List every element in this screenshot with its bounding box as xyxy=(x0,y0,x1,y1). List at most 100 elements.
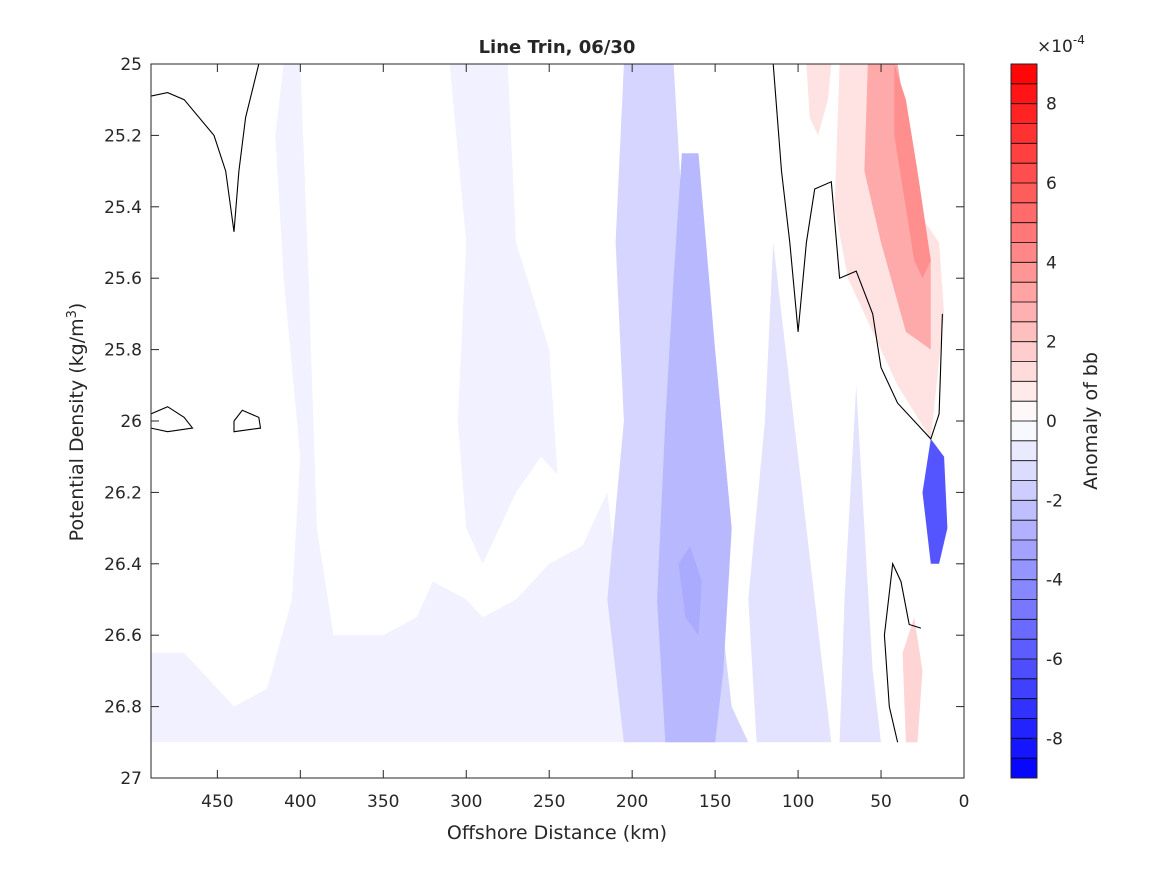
zero-contour-deep-east xyxy=(883,561,922,743)
y-tick-label: 25 xyxy=(120,55,142,75)
zero-contour-loop-a xyxy=(151,406,194,433)
colorbar-cell xyxy=(1011,480,1037,501)
colorbar-cell xyxy=(1011,282,1037,303)
region-positive-coastal-core xyxy=(894,64,931,279)
colorbar-tick-label: 0 xyxy=(1046,412,1057,432)
x-axis: 450 400 350 300 250 200 150 100 50 0 xyxy=(201,64,969,812)
colorbar-tick-label: -6 xyxy=(1046,650,1063,670)
x-tick-label: 200 xyxy=(616,792,648,812)
zero-contour-loop-b xyxy=(233,409,262,433)
chart-title: Line Trin, 06/30 xyxy=(479,37,636,58)
x-tick-label: 400 xyxy=(284,792,316,812)
zero-contour-east xyxy=(772,64,943,440)
colorbar-cell xyxy=(1011,619,1037,640)
colorbar-cell xyxy=(1011,302,1037,323)
y-tick-label: 25.8 xyxy=(104,341,142,361)
colorbar-tick-label: -4 xyxy=(1046,571,1063,591)
region-positive-pocket-deep xyxy=(902,617,923,743)
colorbar-label: Anomaly of bb xyxy=(1080,352,1102,490)
colorbar-cell xyxy=(1011,242,1037,263)
colorbar-cell xyxy=(1011,500,1037,521)
x-tick-label: 100 xyxy=(782,792,814,812)
y-axis: 25 25.2 25.4 25.6 25.8 26 26.2 26.4 26.6 26.8 27 xyxy=(104,55,964,789)
colorbar-exponent-prefix: ×10 xyxy=(1037,37,1073,57)
y-tick-label: 26.8 xyxy=(104,698,142,718)
colorbar-tick-label: 8 xyxy=(1046,95,1057,115)
y-tick-label: 26.4 xyxy=(104,555,142,575)
colorbar-cell xyxy=(1011,401,1037,422)
colorbar-cell xyxy=(1011,262,1037,283)
zero-contour-west-top xyxy=(151,64,260,232)
region-weak-negative-column-300 xyxy=(449,64,558,564)
contour-fill-regions xyxy=(151,64,948,743)
region-negative-band-coastal xyxy=(839,385,881,743)
region-strong-negative-coastal xyxy=(922,438,948,564)
colorbar-cell xyxy=(1011,421,1037,442)
region-negative-deep-core xyxy=(678,546,702,636)
colorbar-cell xyxy=(1011,64,1037,85)
colorbar-cell xyxy=(1011,758,1037,779)
colorbar-tick-label: 6 xyxy=(1046,174,1057,194)
x-tick-label: 250 xyxy=(533,792,565,812)
x-tick-label: 0 xyxy=(959,792,970,812)
colorbar-cells xyxy=(1011,64,1037,779)
colorbar-cell xyxy=(1011,520,1037,541)
colorbar-cell xyxy=(1011,540,1037,561)
x-tick-label: 450 xyxy=(201,792,233,812)
colorbar-cell xyxy=(1011,579,1037,600)
colorbar-cell xyxy=(1011,83,1037,105)
colorbar-cell xyxy=(1011,738,1037,759)
region-negative-band-east xyxy=(748,242,832,743)
colorbar-cell xyxy=(1011,718,1037,739)
colorbar-cell xyxy=(1011,381,1037,402)
colorbar-cell xyxy=(1011,321,1037,343)
colorbar-cell xyxy=(1011,559,1037,581)
colorbar-cell xyxy=(1011,163,1037,184)
y-axis-label-sup: 3 xyxy=(65,310,80,318)
y-tick-label: 26.2 xyxy=(104,483,142,503)
x-tick-label: 150 xyxy=(699,792,731,812)
plot-area xyxy=(150,63,965,779)
y-tick-label: 27 xyxy=(120,769,142,789)
region-weak-negative-band-west xyxy=(151,64,633,743)
colorbar-cell xyxy=(1011,341,1037,362)
x-tick-label: 350 xyxy=(367,792,399,812)
y-axis-label: Potential Density (kg/m3) xyxy=(65,303,88,542)
colorbar-cell xyxy=(1011,143,1037,164)
colorbar-exponent-power: -4 xyxy=(1073,33,1085,47)
colorbar-ticks: 8 6 4 2 0 -2 -4 -6 -8 xyxy=(1032,95,1063,749)
colorbar-tick-label: -2 xyxy=(1046,491,1063,511)
colorbar-cell xyxy=(1011,659,1037,680)
colorbar-cell xyxy=(1011,123,1037,144)
colorbar-cell xyxy=(1011,698,1037,719)
region-positive-pocket-100 xyxy=(806,64,832,136)
colorbar-cell xyxy=(1011,639,1037,660)
colorbar-cell xyxy=(1011,460,1037,481)
colorbar-cell xyxy=(1011,202,1037,224)
zero-contour-lines xyxy=(151,64,943,743)
colorbar-cell xyxy=(1011,440,1037,462)
y-tick-label: 25.6 xyxy=(104,269,142,289)
colorbar-exponent: ×10-4 xyxy=(1037,33,1085,57)
y-axis-label-main: Potential Density (kg/m xyxy=(66,318,88,541)
y-tick-label: 25.2 xyxy=(104,126,142,146)
colorbar-cell xyxy=(1011,103,1037,124)
x-axis-label: Offshore Distance (km) xyxy=(447,822,667,844)
region-negative-core-160 xyxy=(657,153,732,743)
y-tick-label: 26 xyxy=(120,412,142,432)
x-tick-label: 50 xyxy=(870,792,892,812)
colorbar-tick-label: 4 xyxy=(1046,253,1057,273)
colorbar-tick-label: 2 xyxy=(1046,333,1057,353)
region-positive-coastal xyxy=(864,64,931,350)
y-tick-label: 26.6 xyxy=(104,626,142,646)
x-tick-label: 300 xyxy=(450,792,482,812)
y-axis-label-close: ) xyxy=(66,303,88,310)
colorbar-cell xyxy=(1011,678,1037,700)
y-tick-label: 25.4 xyxy=(104,198,142,218)
colorbar-cell xyxy=(1011,222,1037,243)
colorbar-cell xyxy=(1011,361,1037,382)
colorbar-cell xyxy=(1011,183,1037,204)
colorbar-tick-label: -8 xyxy=(1046,729,1063,749)
